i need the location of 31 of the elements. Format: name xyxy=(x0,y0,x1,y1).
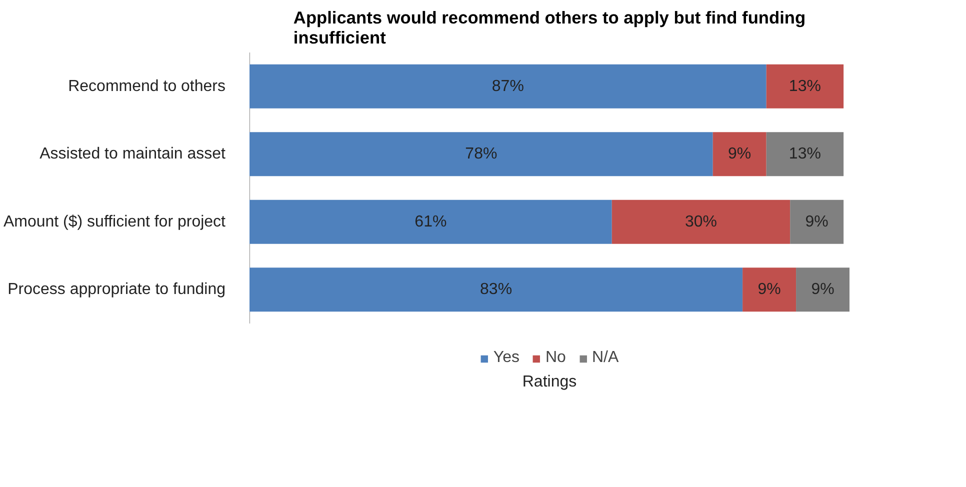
y-tick-label: Amount ($) sufficient for project xyxy=(3,213,226,230)
y-tick-label: Recommend to others xyxy=(68,78,226,95)
y-tick-label: Process appropriate to funding xyxy=(8,281,226,298)
data-label: 9% xyxy=(758,281,781,298)
bar xyxy=(712,132,766,176)
bar xyxy=(742,268,796,312)
bar xyxy=(790,200,844,244)
data-label: 9% xyxy=(811,281,834,298)
data-label: 9% xyxy=(728,146,752,163)
bar xyxy=(250,132,713,176)
bar xyxy=(796,268,850,312)
legend-label: No xyxy=(545,349,566,367)
bar xyxy=(766,132,844,176)
bar xyxy=(250,200,612,244)
data-label: 9% xyxy=(805,213,828,230)
y-tick-label: Assisted to maintain asset xyxy=(40,146,226,163)
chart-title: Applicants would recommend others to apply but find funding insufficient xyxy=(293,8,806,48)
bar xyxy=(250,268,743,312)
legend-label: Yes xyxy=(493,349,520,367)
data-label: 87% xyxy=(492,78,524,95)
legend-label: N/A xyxy=(592,349,619,367)
bar xyxy=(766,64,844,108)
x-axis-title: Ratings xyxy=(522,374,577,390)
data-label: 30% xyxy=(684,213,718,230)
bar xyxy=(250,64,766,108)
bar xyxy=(612,200,790,244)
data-label: 13% xyxy=(788,78,821,95)
data-label: 78% xyxy=(465,146,498,163)
data-label: 61% xyxy=(414,213,447,230)
data-label: 13% xyxy=(788,146,821,163)
data-label: 83% xyxy=(480,281,512,298)
